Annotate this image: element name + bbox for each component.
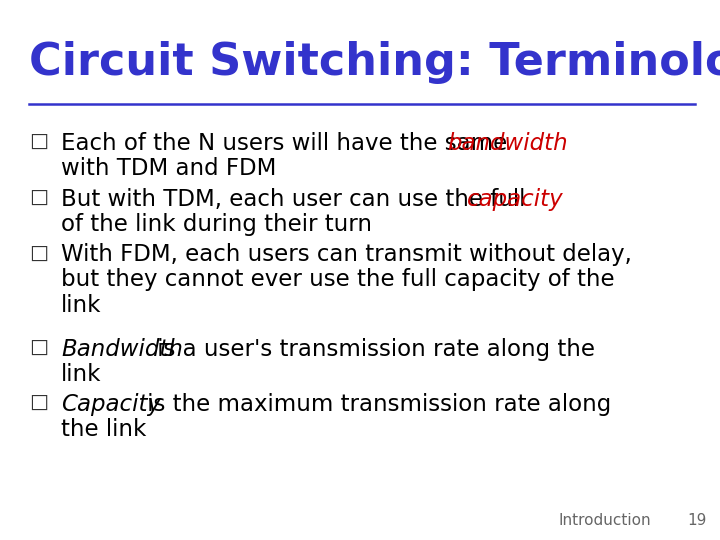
Text: link: link <box>61 363 102 386</box>
Text: but they cannot ever use the full capacity of the: but they cannot ever use the full capaci… <box>61 268 615 292</box>
Text: of the link during their turn: of the link during their turn <box>61 213 372 236</box>
Text: is the maximum transmission rate along: is the maximum transmission rate along <box>140 393 612 416</box>
Text: 19: 19 <box>688 513 707 528</box>
Text: is a user's transmission rate along the: is a user's transmission rate along the <box>150 338 595 361</box>
Text: link: link <box>61 294 102 316</box>
Text: Each of the N users will have the same: Each of the N users will have the same <box>61 132 515 156</box>
Text: Bandwidth: Bandwidth <box>61 338 183 361</box>
Text: Capacity: Capacity <box>61 393 161 416</box>
Text: with TDM and FDM: with TDM and FDM <box>61 157 276 180</box>
Text: Circuit Switching: Terminology: Circuit Switching: Terminology <box>29 40 720 84</box>
Text: capacity: capacity <box>467 188 564 211</box>
Text: the link: the link <box>61 418 147 441</box>
Text: But with TDM, each user can use the full: But with TDM, each user can use the full <box>61 188 533 211</box>
Text: bandwidth: bandwidth <box>447 132 568 156</box>
Text: □: □ <box>29 244 48 262</box>
Text: Introduction: Introduction <box>558 513 651 528</box>
Text: □: □ <box>29 188 48 207</box>
Text: □: □ <box>29 132 48 151</box>
Text: □: □ <box>29 338 48 356</box>
Text: With FDM, each users can transmit without delay,: With FDM, each users can transmit withou… <box>61 244 632 266</box>
Text: □: □ <box>29 393 48 412</box>
